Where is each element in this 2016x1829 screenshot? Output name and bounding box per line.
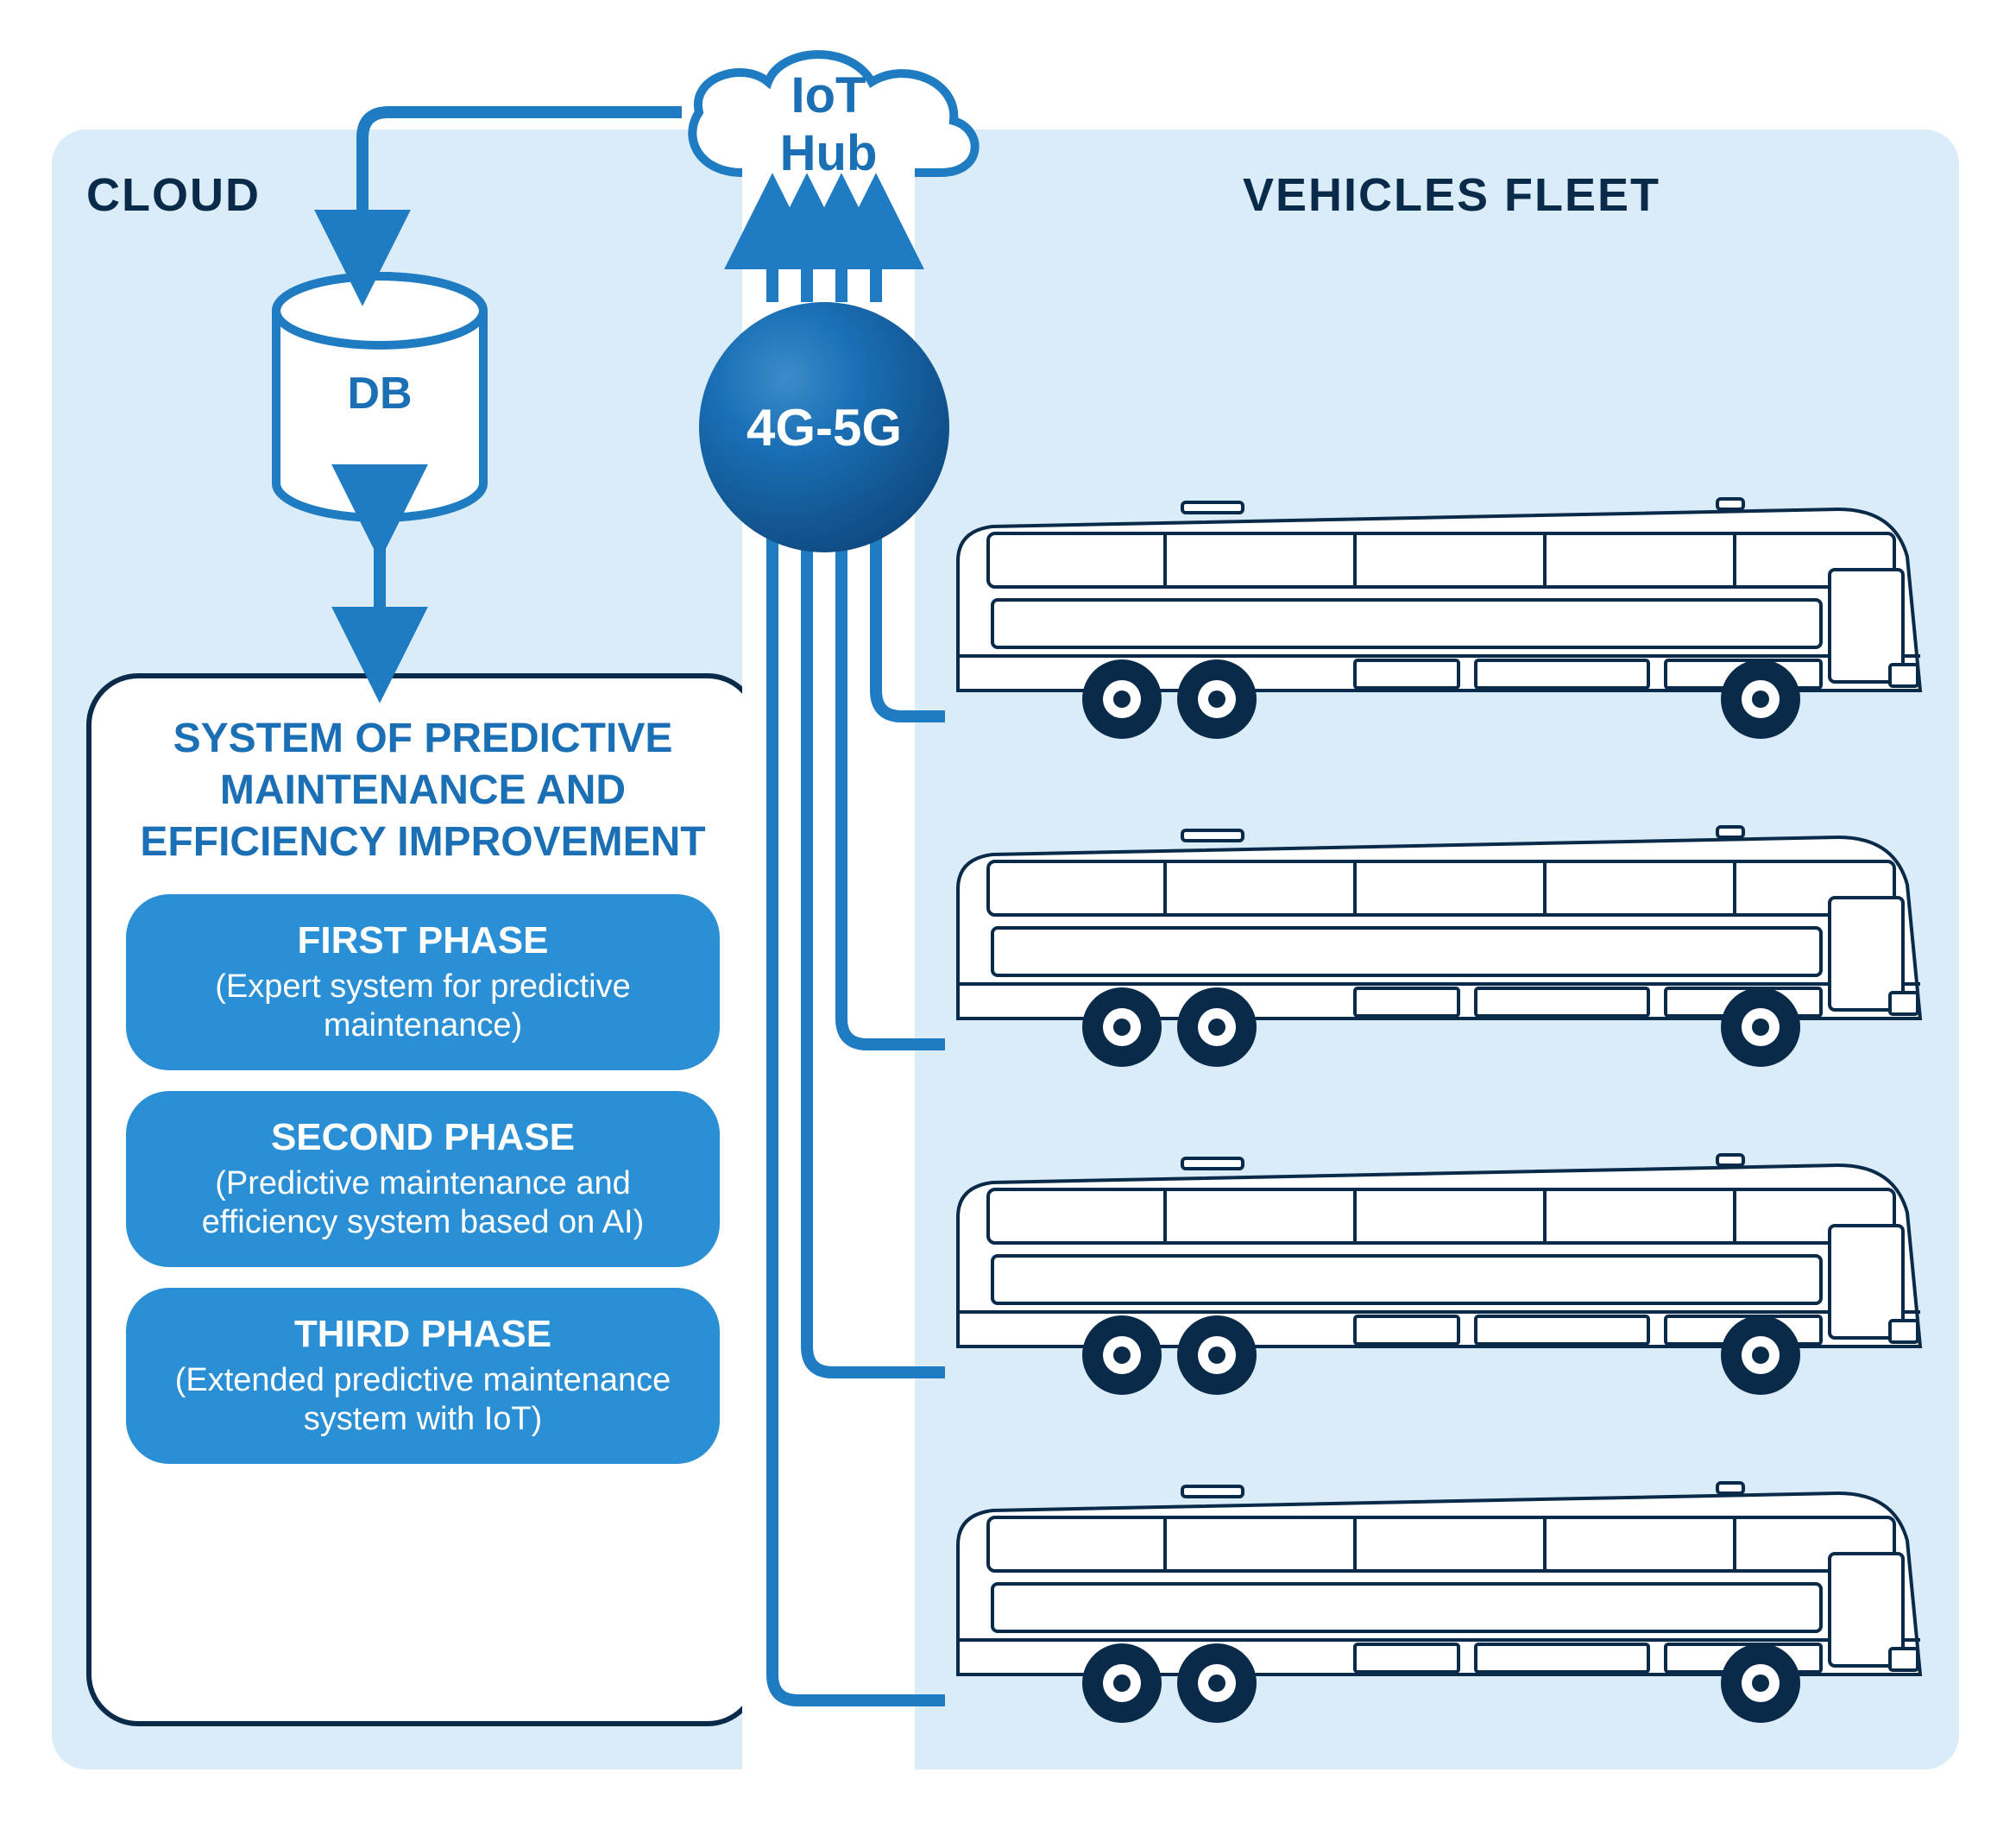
phase-3-sub: (Extended predictive maintenance system …: [152, 1361, 694, 1440]
fleet-title: VEHICLES FLEET: [1243, 168, 1660, 222]
cloud-title: CLOUD: [86, 168, 261, 222]
phase-2-title: SECOND PHASE: [152, 1115, 694, 1161]
network-label: 4G-5G: [747, 398, 902, 457]
bus-4: [941, 1467, 1933, 1726]
phase-2: SECOND PHASE (Predictive maintenance and…: [126, 1091, 720, 1267]
phase-1-sub: (Expert system for predictive maintenanc…: [152, 968, 694, 1046]
db-cylinder: DB: [268, 268, 492, 509]
phase-3-title: THIRD PHASE: [152, 1312, 694, 1358]
db-label: DB: [347, 368, 412, 419]
bus-2: [941, 811, 1933, 1070]
system-title: SYSTEM OF PREDICTIVE MAINTENANCE AND EFF…: [126, 713, 720, 868]
network-node: 4G-5G: [699, 302, 949, 552]
bus-1: [941, 483, 1933, 742]
phase-1: FIRST PHASE (Expert system for predictiv…: [126, 894, 720, 1070]
system-box: SYSTEM OF PREDICTIVE MAINTENANCE AND EFF…: [86, 673, 759, 1726]
iot-hub-label: IoT Hub: [742, 66, 915, 182]
bus-3: [941, 1139, 1933, 1398]
iot-hub: IoT Hub: [656, 35, 1001, 207]
phase-3: THIRD PHASE (Extended predictive mainten…: [126, 1288, 720, 1464]
phase-2-sub: (Predictive maintenance and efficiency s…: [152, 1164, 694, 1243]
phase-1-title: FIRST PHASE: [152, 918, 694, 964]
